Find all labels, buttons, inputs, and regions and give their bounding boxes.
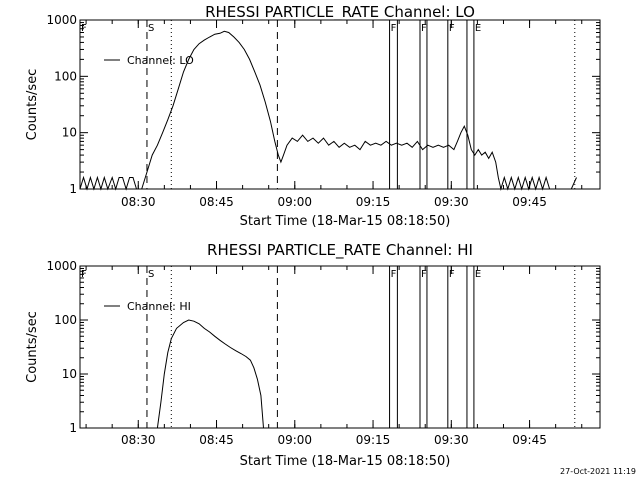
chart-panel-2: RHESSI PARTICLE_RATE Channel: HI 1 10 100 10… [25, 241, 601, 469]
y-tick-label: 1 [69, 182, 77, 196]
event-label: E [475, 23, 481, 34]
corner-label: F [81, 23, 87, 34]
x-tick-label: 09:30 [434, 195, 469, 209]
x-tick-label: 08:45 [199, 433, 234, 447]
series-line [156, 319, 264, 429]
y-tick-label: 1 [69, 421, 77, 435]
event-label: S [148, 23, 154, 34]
x-tick-label: 08:30 [121, 195, 156, 209]
x-axis-label: Start Time (18-Mar-15 08:18:50) [240, 214, 451, 229]
y-tick-label: 1000 [46, 259, 77, 273]
generation-date: 27-Oct-2021 11:19 [560, 467, 636, 476]
y-axis-label: Counts/sec [25, 69, 40, 141]
chart-title: RHESSI PARTICLE_RATE Channel: LO [205, 3, 475, 22]
x-axis-label: Start Time (18-Mar-15 08:18:50) [240, 454, 451, 469]
event-label: F [449, 23, 455, 34]
x-tick-label: 09:00 [277, 195, 312, 209]
y-tick-label: 10 [62, 126, 77, 140]
series-line [79, 30, 577, 191]
legend-label: Channel: LO [127, 54, 194, 67]
chart-title: RHESSI PARTICLE_RATE Channel: HI [207, 241, 473, 260]
x-tick-label: 08:45 [199, 195, 234, 209]
plot-frame [79, 19, 601, 190]
x-tick-label: 09:45 [512, 195, 547, 209]
x-tick-label: 09:15 [356, 433, 391, 447]
legend-label: Channel: HI [127, 300, 191, 313]
event-label: F [391, 269, 397, 280]
x-tick-label: 09:45 [512, 433, 547, 447]
event-label: E [475, 269, 481, 280]
y-tick-label: 100 [54, 69, 77, 83]
x-tick-label: 09:00 [277, 433, 312, 447]
y-tick-label: 10 [62, 367, 77, 381]
event-label: S [148, 269, 154, 280]
y-tick-label: 100 [54, 313, 77, 327]
x-tick-label: 08:30 [121, 433, 156, 447]
x-tick-label: 09:30 [434, 433, 469, 447]
event-label: F [449, 269, 455, 280]
event-label: F [391, 23, 397, 34]
x-tick-label: 09:15 [356, 195, 391, 209]
y-tick-label: 1000 [46, 13, 77, 27]
corner-label: F [81, 269, 87, 280]
event-label: F [421, 269, 427, 280]
event-label: F [421, 23, 427, 34]
y-axis-label: Counts/sec [25, 311, 40, 383]
chart-panel-1: RHESSI PARTICLE_RATE Channel: LO 1 10 100 10… [25, 3, 601, 229]
plot-frame [79, 265, 601, 429]
